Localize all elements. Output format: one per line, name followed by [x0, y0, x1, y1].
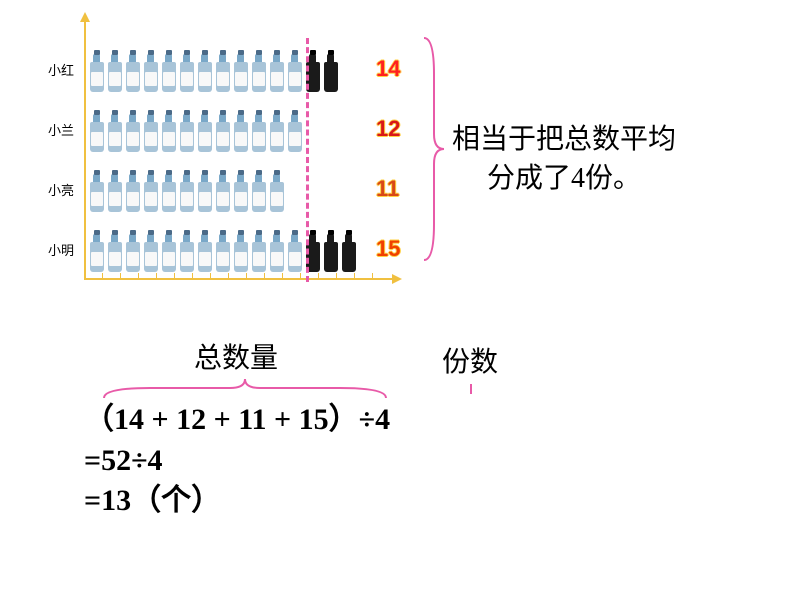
bottle-icon	[214, 48, 231, 92]
equation-line3: =13（个）	[84, 481, 390, 522]
bottle-icon	[268, 228, 285, 272]
bottle-icon	[214, 168, 231, 212]
bottle-icon	[124, 108, 141, 152]
bottle-icon	[106, 48, 123, 92]
equation-line1: （14 + 12 + 11 + 15）÷4	[84, 400, 390, 441]
bottle-icon	[160, 48, 177, 92]
bottle-icon	[160, 168, 177, 212]
bottle-icon	[286, 108, 303, 152]
bottle-icon	[268, 48, 285, 92]
row-label: 小明	[24, 240, 74, 259]
bottle-icon	[160, 108, 177, 152]
div-4: ÷4	[359, 403, 390, 436]
side-text-line1: 相当于把总数平均	[452, 124, 676, 155]
bottle-icon	[124, 228, 141, 272]
row-label: 小兰	[24, 120, 74, 139]
equation-line2: =52÷4	[84, 441, 390, 482]
bottle-icon	[214, 108, 231, 152]
bottle-icon	[178, 48, 195, 92]
bottle-icon	[124, 48, 141, 92]
bottle-icon	[178, 228, 195, 272]
x-axis	[84, 278, 394, 280]
bottle-icon	[286, 48, 303, 92]
bottle-icon	[322, 48, 339, 92]
bottle-icon	[268, 108, 285, 152]
equation-block: （14 + 12 + 11 + 15）÷4 =52÷4 =13（个）	[84, 400, 390, 522]
bottle-icon	[322, 228, 339, 272]
row-label: 小亮	[24, 180, 74, 199]
bottle-icon	[142, 108, 159, 152]
bottle-icon	[214, 228, 231, 272]
bottle-icon	[196, 108, 213, 152]
paren-close: ）	[329, 403, 359, 436]
bottle-icon	[88, 108, 105, 152]
bottle-icon	[196, 228, 213, 272]
bottle-row	[88, 228, 357, 272]
bottle-icon	[232, 168, 249, 212]
row-count: 14	[376, 56, 400, 82]
bottle-icon	[88, 168, 105, 212]
bottle-icon	[142, 48, 159, 92]
bottle-icon	[106, 168, 123, 212]
bottle-icon	[88, 228, 105, 272]
bottle-icon	[196, 48, 213, 92]
row-count: 15	[376, 236, 400, 262]
bottle-icon	[142, 228, 159, 272]
bottle-icon	[232, 48, 249, 92]
bottle-icon	[250, 228, 267, 272]
total-label: 总数量	[194, 336, 278, 376]
bottle-icon	[88, 48, 105, 92]
bottle-icon	[178, 108, 195, 152]
bottle-row	[88, 168, 285, 212]
bottle-icon	[286, 228, 303, 272]
right-brace	[418, 34, 448, 264]
row-label: 小红	[24, 60, 74, 79]
bottle-icon	[250, 168, 267, 212]
total-brace	[100, 376, 390, 402]
bottle-icon	[250, 108, 267, 152]
avg-dash-line	[306, 38, 309, 282]
bottle-icon	[142, 168, 159, 212]
bottle-icon	[124, 168, 141, 212]
bottle-row	[88, 48, 339, 92]
chart-area: 小红小兰小亮小明	[24, 20, 424, 300]
row-count: 11	[376, 176, 399, 202]
bottle-icon	[196, 168, 213, 212]
paren-open: （	[84, 403, 114, 436]
row-count: 12	[376, 116, 400, 142]
bottle-icon	[106, 228, 123, 272]
y-axis	[84, 20, 86, 280]
bottle-icon	[106, 108, 123, 152]
parts-label: 份数	[442, 340, 498, 380]
side-text-line2: 分成了4份。	[487, 163, 641, 194]
bottle-icon	[178, 168, 195, 212]
bottle-icon	[232, 228, 249, 272]
bottle-icon	[340, 228, 357, 272]
parts-tick	[470, 384, 472, 394]
bottle-row	[88, 108, 303, 152]
bottle-icon	[232, 108, 249, 152]
sum-expr: 14 + 12 + 11 + 15	[114, 403, 329, 436]
bottle-icon	[268, 168, 285, 212]
bottle-icon	[250, 48, 267, 92]
side-text: 相当于把总数平均 分成了4份。	[452, 120, 676, 198]
bottle-icon	[160, 228, 177, 272]
